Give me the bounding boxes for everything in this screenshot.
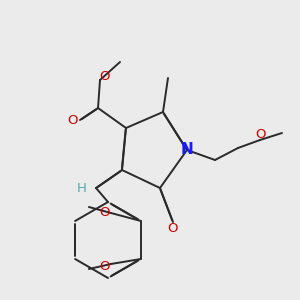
Text: O: O [100, 260, 110, 272]
Text: H: H [77, 182, 87, 194]
Text: O: O [100, 206, 110, 220]
Text: N: N [181, 142, 194, 158]
Text: O: O [68, 113, 78, 127]
Text: O: O [168, 223, 178, 236]
Text: O: O [255, 128, 265, 140]
Text: O: O [100, 70, 110, 83]
